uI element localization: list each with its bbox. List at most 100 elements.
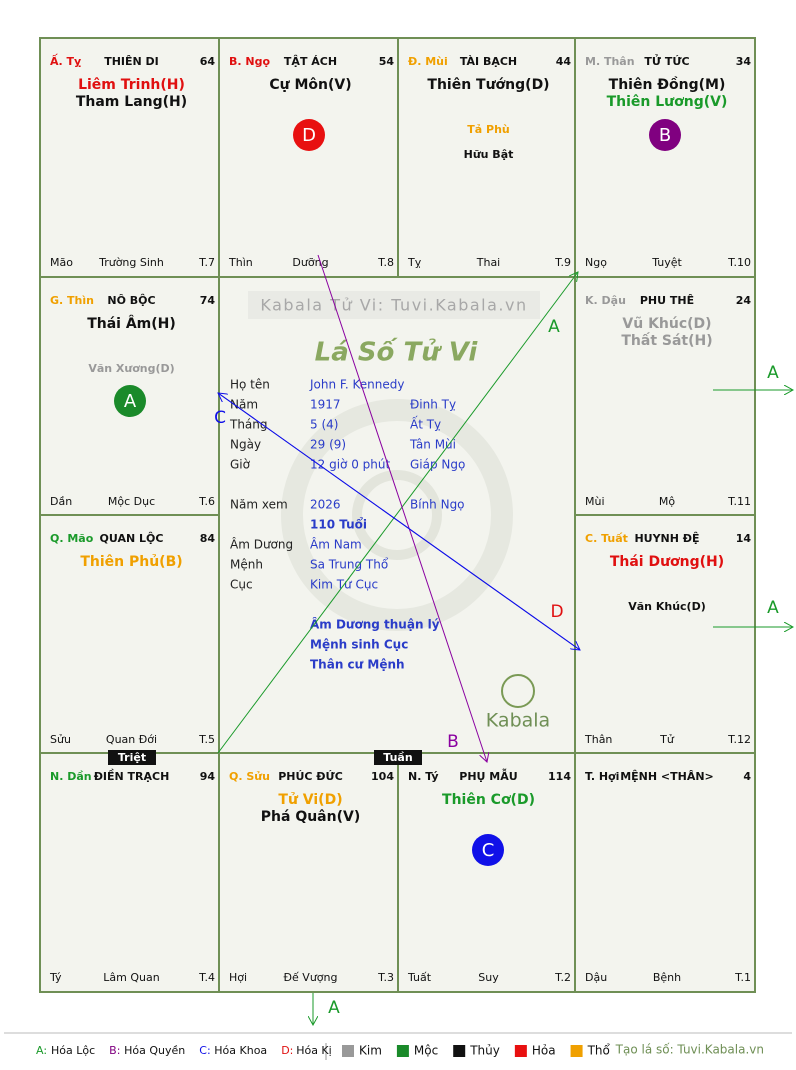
info-label: Cục bbox=[230, 578, 253, 592]
palace-number: 44 bbox=[556, 55, 572, 68]
element-swatch bbox=[453, 1045, 466, 1057]
cell-footer: Tuyệt bbox=[651, 256, 682, 269]
cell-footer: Mùi bbox=[585, 495, 605, 508]
tag-bg bbox=[374, 750, 422, 765]
cell-footer: Tử bbox=[659, 733, 675, 746]
cell-label: Đ. Mùi bbox=[408, 55, 448, 68]
cell-footer: Sửu bbox=[50, 733, 71, 746]
element-swatch bbox=[514, 1045, 527, 1057]
cell-footer: Thai bbox=[476, 256, 501, 269]
cell-label: K. Dậu bbox=[585, 294, 626, 307]
legend-key: D: bbox=[281, 1044, 293, 1057]
info-extra: Ất Tỵ bbox=[410, 416, 441, 432]
cell-footer: T.9 bbox=[554, 256, 571, 269]
palace-number: 114 bbox=[548, 770, 571, 783]
marker-letter: D bbox=[302, 125, 316, 146]
cell-footer: Tỵ bbox=[407, 256, 422, 269]
info-note: Mệnh sinh Cục bbox=[310, 638, 408, 652]
cell-footer: Thân bbox=[584, 733, 612, 746]
info-label: Giờ bbox=[230, 458, 251, 472]
cell-label: G. Thìn bbox=[50, 294, 94, 307]
marker-letter: C bbox=[482, 840, 495, 861]
main-star: Thiên Đồng(M) bbox=[609, 76, 726, 93]
cell-footer: Mão bbox=[50, 256, 73, 269]
main-star: Thiên Cơ(D) bbox=[442, 792, 535, 808]
cell-footer: T.1 bbox=[734, 971, 751, 984]
marker-circle bbox=[114, 385, 146, 417]
palace-name: QUAN LỘC bbox=[100, 532, 164, 545]
tag: Triệt bbox=[118, 751, 146, 764]
credit: Tạo lá số: Tuvi.Kabala.vn bbox=[615, 1043, 764, 1057]
info-extra: Tân Mùi bbox=[409, 438, 456, 452]
info-value: John F. Kennedy bbox=[309, 378, 404, 392]
palace-number: 64 bbox=[200, 55, 216, 68]
cell-footer: T.4 bbox=[198, 971, 215, 984]
info-label: Ngày bbox=[230, 438, 261, 452]
info-value: Sa Trung Thổ bbox=[310, 558, 389, 572]
marker-circle bbox=[649, 119, 681, 151]
cell-footer: Trường Sinh bbox=[98, 256, 164, 269]
cell-footer: Dần bbox=[50, 495, 72, 508]
info-value: 12 giờ 0 phút bbox=[310, 458, 390, 472]
info-note: Âm Dương thuận lý bbox=[310, 617, 440, 632]
palace-number: 94 bbox=[200, 770, 216, 783]
tag-bg bbox=[108, 750, 156, 765]
cell-footer: Tý bbox=[49, 971, 62, 984]
marker-circle bbox=[472, 834, 504, 866]
arrow-label: C bbox=[214, 408, 226, 428]
palace-name: THIÊN DI bbox=[104, 55, 159, 68]
minor-star: Tả Phù bbox=[467, 123, 509, 136]
arrow bbox=[217, 392, 580, 650]
watermark: Kabala Tử Vi: Tuvi.Kabala.vn bbox=[260, 296, 527, 315]
info-label: Âm Dương bbox=[230, 537, 293, 552]
palace-number: 14 bbox=[736, 532, 752, 545]
legend-text: Hóa Khoa bbox=[214, 1044, 267, 1057]
main-star: Thái Âm(H) bbox=[87, 315, 176, 332]
palace-name: MỆNH <THÂN> bbox=[620, 770, 714, 783]
palace-number: 84 bbox=[200, 532, 216, 545]
cell-footer: Bệnh bbox=[653, 971, 681, 984]
main-star: Thiên Phủ(B) bbox=[80, 554, 182, 570]
cell-footer: Quan Đới bbox=[106, 733, 157, 746]
main-star: Thái Dương(H) bbox=[610, 554, 724, 570]
cell-footer: T.11 bbox=[727, 495, 751, 508]
cell-footer: Thìn bbox=[228, 256, 253, 269]
info-extra: Giáp Ngọ bbox=[410, 458, 465, 472]
cell-footer: T.6 bbox=[198, 495, 215, 508]
element-label: Mộc bbox=[414, 1044, 438, 1058]
palace-name: TỬ TỨC bbox=[644, 54, 689, 68]
cell-footer: T.3 bbox=[377, 971, 394, 984]
marker-circle bbox=[293, 119, 325, 151]
info-extra: Đinh Tỵ bbox=[410, 398, 456, 412]
cell-footer: Mộ bbox=[659, 495, 675, 508]
palace-number: 34 bbox=[736, 55, 752, 68]
bagua bbox=[281, 399, 513, 631]
arrow-label: A bbox=[328, 998, 340, 1018]
element-swatch bbox=[570, 1045, 583, 1057]
element-swatch bbox=[342, 1045, 354, 1057]
minor-star: Văn Khúc(D) bbox=[628, 600, 706, 613]
legend-text: Hóa Lộc bbox=[51, 1044, 95, 1057]
main-star: Phá Quân(V) bbox=[261, 809, 360, 825]
info-label: Mệnh bbox=[230, 558, 263, 572]
palace-number: 24 bbox=[736, 294, 752, 307]
cell-footer: Lâm Quan bbox=[103, 971, 159, 984]
cell-label: N. Tý bbox=[408, 770, 439, 783]
main-star: Liêm Trinh(H) bbox=[78, 77, 185, 93]
main-star: Thiên Tướng(D) bbox=[427, 77, 549, 93]
palace-name: TẬT ÁCH bbox=[284, 55, 337, 68]
logo: Kabala bbox=[486, 710, 550, 732]
marker-letter: B bbox=[659, 125, 671, 146]
marker-letter: A bbox=[124, 391, 137, 412]
chart-title: Lá Số Tử Vi bbox=[315, 337, 479, 368]
legend-text: Hóa Kị bbox=[296, 1044, 332, 1057]
bagua-core bbox=[352, 470, 442, 560]
info-label: Năm bbox=[230, 398, 258, 412]
info-label: Họ tên bbox=[230, 378, 270, 392]
info-value: Âm Nam bbox=[310, 537, 362, 552]
arrow bbox=[217, 272, 578, 754]
minor-star: Hữu Bật bbox=[464, 148, 514, 161]
main-star: Vũ Khúc(D) bbox=[622, 316, 711, 332]
cell-footer: T.10 bbox=[727, 256, 751, 269]
cell-footer: T.7 bbox=[198, 256, 215, 269]
